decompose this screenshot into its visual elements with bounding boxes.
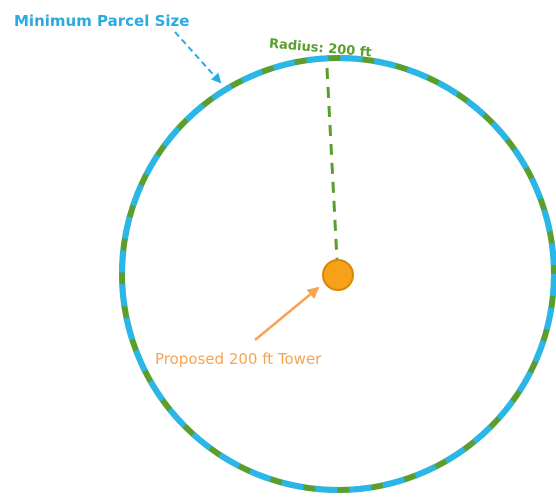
parcel-label: Minimum Parcel Size (14, 12, 189, 30)
parcel-boundary-blue (119, 55, 556, 493)
radius-line (325, 67, 339, 261)
tower-label: Proposed 200 ft Tower (155, 350, 322, 368)
parcel-arrow (174, 31, 222, 84)
tower-arrow (254, 286, 320, 341)
tower (322, 259, 354, 291)
